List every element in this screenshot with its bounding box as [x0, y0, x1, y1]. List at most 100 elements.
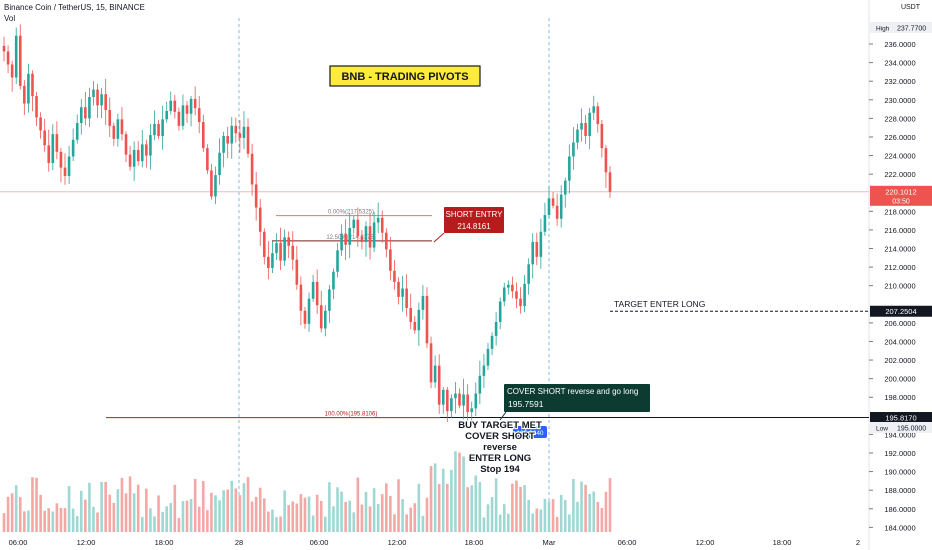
candle-body	[470, 408, 474, 413]
volume-bar	[344, 501, 347, 532]
volume-bar	[10, 493, 14, 532]
time-tick-label: 06:00	[9, 538, 28, 547]
volume-bar	[328, 482, 331, 532]
candle-body	[340, 233, 343, 251]
fib-levels: 0.00%(217.5325)12.50%(214.8175)100.00%(1…	[0, 191, 869, 419]
volume-bar	[315, 494, 319, 532]
target-long-price-value: 207.2504	[885, 307, 916, 316]
volume-bar	[486, 504, 490, 532]
volume-bar	[523, 485, 526, 532]
volume-bar	[63, 508, 67, 532]
volume-bar	[267, 511, 270, 532]
price-tick-label: 190.0000	[884, 468, 915, 477]
candle-body	[161, 119, 164, 137]
volume-bar	[368, 506, 372, 532]
volume-bar	[173, 484, 177, 532]
volume-bar	[417, 483, 421, 532]
volume-bar	[271, 509, 274, 532]
candle-body	[246, 126, 250, 154]
candle-body	[572, 142, 575, 157]
candle-body	[71, 139, 75, 157]
candle-body	[307, 298, 311, 324]
volume-bar	[157, 495, 160, 532]
volume-bar	[380, 494, 384, 532]
volume-bar	[234, 488, 238, 532]
volume-bar	[376, 503, 380, 532]
candle-body	[397, 281, 400, 297]
candle-body	[515, 291, 518, 299]
time-tick-label: 06:00	[310, 538, 329, 547]
volume-bar	[31, 477, 34, 532]
volume-bar	[356, 477, 360, 532]
volume-bar	[340, 491, 343, 532]
candle-body	[79, 107, 83, 124]
candle-body	[84, 107, 87, 119]
time-axis[interactable]: 06:00 12:00 18:00 28 06:00 12:00 18:00 Mar 06:00…	[9, 538, 860, 547]
volume-bar	[84, 499, 87, 532]
candle-body	[563, 180, 567, 195]
volume-bar	[458, 452, 461, 532]
volume-bar	[482, 517, 486, 532]
volume-bar	[498, 514, 502, 532]
candle-body	[604, 148, 608, 173]
candle-body	[502, 287, 506, 302]
price-tick-label: 188.0000	[884, 486, 915, 495]
volume-bar	[580, 481, 583, 532]
volume-bar	[185, 500, 189, 532]
time-tick-label: 18:00	[465, 538, 484, 547]
candle-body	[63, 167, 67, 177]
candle-body	[140, 144, 144, 162]
candle-body	[128, 154, 132, 167]
volume-bar	[295, 503, 299, 532]
volume-bar	[210, 492, 213, 532]
candle-body	[559, 194, 563, 219]
volume-bar	[303, 497, 307, 532]
candle-body	[295, 259, 299, 285]
candle-body	[380, 217, 384, 233]
volume-bar	[193, 478, 197, 532]
volume-bar	[14, 485, 18, 532]
cover-short-label: COVER SHORT reverse and go long	[507, 387, 638, 396]
volume-bar	[604, 491, 608, 532]
candle-body	[267, 256, 270, 269]
blue-price-badge	[513, 426, 547, 438]
volume-bar	[319, 500, 323, 532]
blue-price-value: 195.0640	[516, 430, 543, 437]
volume-bar	[547, 501, 551, 532]
volume-bar	[222, 490, 225, 532]
currency-label: USDT	[900, 4, 920, 11]
volume-bar	[576, 501, 579, 532]
price-axis[interactable]: 236.0000 234.0000 232.0000 230.0000 228.0000…	[869, 22, 932, 532]
price-tick-label: 194.0000	[884, 430, 915, 439]
candle-body	[368, 226, 372, 248]
short-entry-box	[444, 207, 504, 233]
candle-body	[96, 89, 99, 106]
short-entry-value: 214.8161	[457, 222, 491, 231]
candle-body	[454, 393, 457, 399]
volume-bar	[364, 491, 368, 532]
candle-body	[250, 153, 254, 185]
chart-annotations: BNB - TRADING PIVOTS SHORT ENTRY 214.8161 C…	[329, 65, 705, 476]
candle-body	[393, 270, 396, 282]
candle-body	[539, 231, 543, 257]
candle-body	[409, 307, 413, 322]
volume-bar	[429, 466, 433, 532]
volume-bar	[218, 500, 221, 532]
volume-bar	[535, 508, 539, 532]
price-tick-label: 204.0000	[884, 337, 915, 346]
candle-body	[283, 237, 286, 261]
last-price-box	[870, 185, 932, 206]
candle-body	[385, 232, 388, 250]
cover-short-pointer	[499, 411, 507, 421]
candle-body	[275, 242, 278, 254]
volume-bar	[47, 508, 51, 532]
chart-title: BNB - TRADING PIVOTS	[341, 71, 468, 83]
candle-body	[6, 51, 10, 65]
candle-body	[490, 335, 494, 349]
volume-bar	[197, 506, 201, 532]
high-value: 237.7700	[897, 26, 926, 33]
price-tick-label: 230.0000	[884, 96, 915, 105]
time-tick-label: 12:00	[696, 538, 715, 547]
price-tick-label: 184.0000	[884, 523, 915, 532]
volume-bar	[409, 507, 413, 532]
